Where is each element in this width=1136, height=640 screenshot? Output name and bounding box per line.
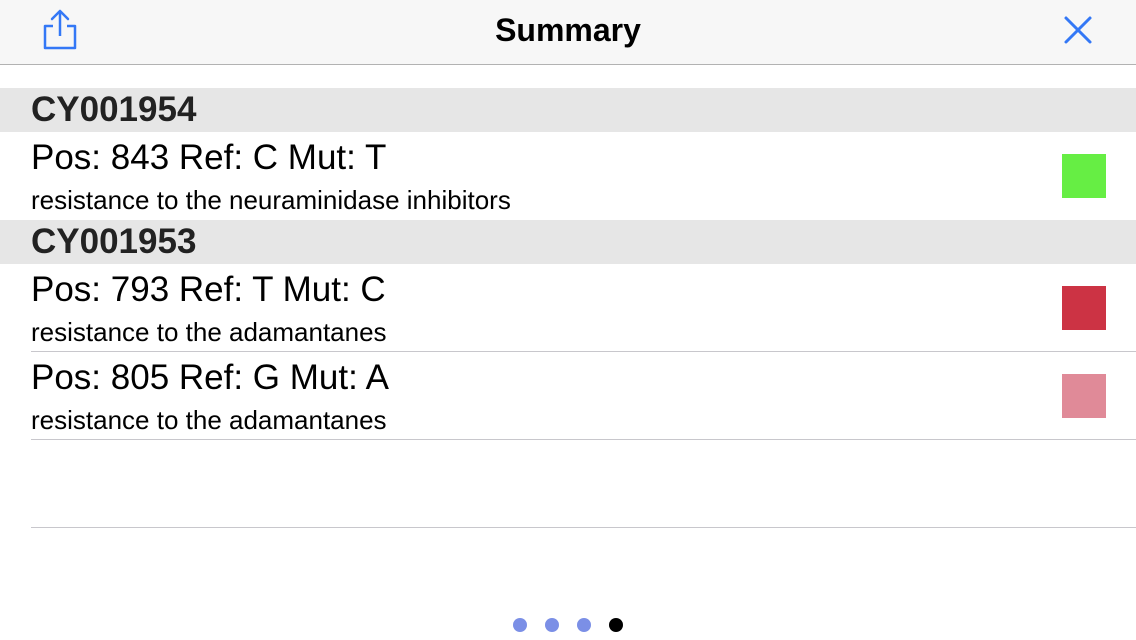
mutation-list: CY001954 Pos: 843 Ref: C Mut: T resistan… bbox=[0, 88, 1136, 528]
color-swatch bbox=[1062, 286, 1106, 330]
list-item[interactable]: Pos: 805 Ref: G Mut: A resistance to the… bbox=[0, 352, 1136, 440]
mutation-description: resistance to the adamantanes bbox=[31, 405, 387, 435]
empty-row bbox=[0, 440, 1136, 528]
close-button[interactable] bbox=[1058, 10, 1098, 50]
mutation-description: resistance to the adamantanes bbox=[31, 317, 387, 347]
color-swatch bbox=[1062, 154, 1106, 198]
list-item[interactable]: Pos: 793 Ref: T Mut: C resistance to the… bbox=[0, 264, 1136, 352]
page-title: Summary bbox=[495, 12, 641, 48]
page-control[interactable] bbox=[0, 618, 1136, 632]
mutation-title: Pos: 793 Ref: T Mut: C bbox=[31, 270, 386, 309]
page-dot-3[interactable] bbox=[577, 618, 591, 632]
navigation-bar: Summary bbox=[0, 0, 1136, 65]
share-button[interactable] bbox=[40, 8, 80, 52]
share-icon bbox=[43, 9, 77, 50]
mutation-description: resistance to the neuraminidase inhibito… bbox=[31, 185, 511, 215]
list-item[interactable]: Pos: 843 Ref: C Mut: T resistance to the… bbox=[0, 132, 1136, 220]
section-header-cy001954: CY001954 bbox=[0, 88, 1136, 132]
page-dot-4-active[interactable] bbox=[609, 618, 623, 632]
close-icon bbox=[1064, 16, 1092, 44]
mutation-title: Pos: 805 Ref: G Mut: A bbox=[31, 358, 389, 397]
color-swatch bbox=[1062, 374, 1106, 418]
page-dot-2[interactable] bbox=[545, 618, 559, 632]
mutation-title: Pos: 843 Ref: C Mut: T bbox=[31, 138, 387, 177]
page-dot-1[interactable] bbox=[513, 618, 527, 632]
section-header-cy001953: CY001953 bbox=[0, 220, 1136, 264]
